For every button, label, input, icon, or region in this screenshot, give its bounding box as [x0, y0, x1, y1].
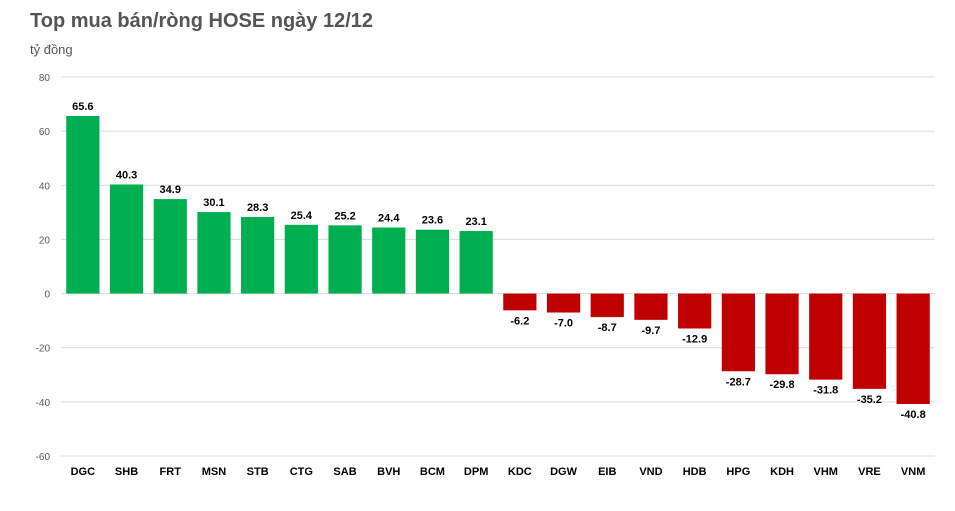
data-label: -28.7: [726, 376, 751, 388]
bar: [284, 224, 318, 294]
data-label: -40.8: [901, 409, 926, 421]
data-label: -7.0: [554, 318, 573, 330]
bar: [896, 293, 930, 405]
x-tick-label: SHB: [115, 466, 138, 478]
x-tick-label: FRT: [160, 466, 182, 478]
bar: [109, 184, 144, 294]
x-tick-label: DGC: [71, 466, 96, 478]
data-label: -29.8: [770, 379, 795, 391]
bar: [765, 293, 799, 375]
data-label: 40.3: [116, 169, 137, 181]
data-label: 23.1: [465, 216, 486, 228]
bar: [634, 293, 668, 320]
x-tick-label: DPM: [464, 466, 488, 478]
x-tick-label: SAB: [333, 466, 356, 478]
data-label: 65.6: [72, 101, 93, 113]
data-label: 34.9: [160, 184, 181, 196]
bar: [678, 293, 712, 329]
bar: [546, 293, 581, 313]
bar: [503, 293, 537, 311]
x-tick-label: KDC: [508, 466, 532, 478]
y-tick-label: -40: [36, 398, 51, 409]
y-tick-label: -20: [36, 344, 51, 355]
bar: [459, 231, 493, 294]
bar: [241, 216, 275, 294]
x-tick-label: HPG: [726, 466, 750, 478]
y-tick-label: 0: [44, 290, 50, 301]
y-tick-label: -60: [36, 452, 51, 463]
x-tick-label: MSN: [202, 466, 227, 478]
bar: [809, 293, 843, 380]
data-label: -31.8: [813, 385, 838, 397]
x-tick-label: VNM: [901, 466, 925, 478]
bar: [721, 293, 755, 372]
y-axis-unit-label: tỷ đồng: [30, 42, 73, 57]
x-tick-label: BVH: [377, 466, 400, 478]
data-label: 28.3: [247, 202, 268, 214]
y-tick-label: 60: [39, 127, 51, 138]
bar: [197, 212, 231, 294]
x-tick-label: VRE: [858, 466, 881, 478]
x-tick-label: EIB: [598, 466, 616, 478]
data-label: -8.7: [598, 322, 617, 334]
x-tick-label: KDH: [770, 466, 794, 478]
bar: [153, 199, 187, 294]
data-label: 25.2: [334, 210, 355, 222]
bar: [328, 225, 362, 294]
data-label: 24.4: [378, 213, 400, 225]
y-tick-label: 20: [39, 235, 51, 246]
x-tick-label: VND: [639, 466, 662, 478]
bar: [852, 293, 887, 389]
bar: [415, 229, 450, 294]
x-tick-label: HDB: [683, 466, 707, 478]
data-label: 25.4: [291, 210, 313, 222]
x-tick-label: BCM: [420, 466, 445, 478]
y-tick-label: 40: [39, 181, 51, 192]
data-label: -35.2: [857, 394, 882, 406]
bar: [372, 227, 406, 294]
x-tick-label: DGW: [550, 466, 578, 478]
x-tick-label: STB: [247, 466, 269, 478]
x-tick-label: VHM: [814, 466, 838, 478]
bar: [66, 115, 100, 294]
data-label: 30.1: [203, 197, 224, 209]
data-label: -12.9: [682, 333, 707, 345]
x-tick-label: CTG: [290, 466, 313, 478]
y-tick-label: 80: [39, 73, 51, 84]
chart-title: Top mua bán/ròng HOSE ngày 12/12: [30, 10, 374, 32]
data-label: 23.6: [422, 215, 443, 227]
bar: [590, 293, 624, 318]
data-label: -6.2: [510, 315, 529, 327]
data-label: -9.7: [641, 325, 660, 337]
